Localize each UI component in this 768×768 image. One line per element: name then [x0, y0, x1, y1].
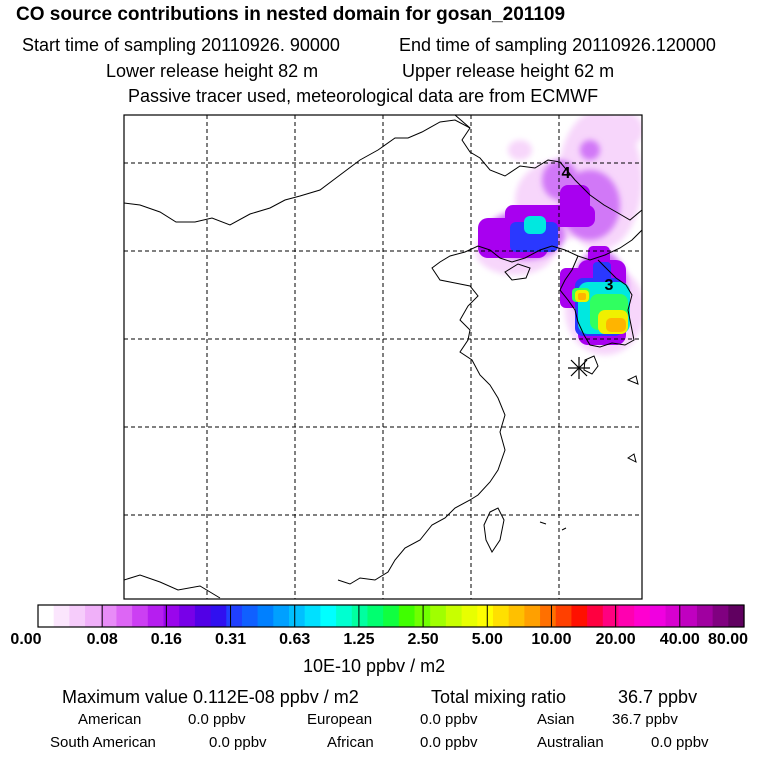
colorbar-swatch — [179, 605, 196, 627]
region-value: 0.0 ppbv — [188, 711, 246, 728]
total-mixing-label: Total mixing ratio — [431, 687, 567, 707]
colorbar-swatch — [634, 605, 651, 627]
colorbar-swatch — [524, 605, 541, 627]
colorbar-tick-label: 1.25 — [343, 631, 375, 648]
colorbar-swatch — [649, 605, 667, 627]
colorbar-swatch — [681, 605, 698, 627]
colorbar-swatch — [257, 605, 274, 627]
colorbar-swatch — [665, 605, 682, 627]
colorbar-swatch — [696, 605, 714, 627]
total-mixing-value: 36.7 ppbv — [618, 687, 698, 707]
region-value: 0.0 ppbv — [420, 734, 478, 751]
colorbar-tick-label: 0.63 — [279, 631, 311, 648]
colorbar-tick-label: 0.16 — [150, 631, 182, 648]
colorbar-swatch — [492, 605, 510, 627]
colorbar-swatch — [540, 605, 557, 627]
region-marker-4: 4 — [562, 165, 571, 182]
colorbar-swatch — [241, 605, 259, 627]
max-value-label: Maximum value 0.112E-08 ppbv / m2 — [62, 687, 359, 707]
colorbar-swatch — [289, 605, 306, 627]
colorbar-swatch — [226, 605, 243, 627]
lower-release-label: Lower release height 82 m — [106, 61, 319, 81]
end-time-label: End time of sampling 20110926.120000 — [399, 35, 716, 55]
colorbar-swatch — [587, 605, 604, 627]
colorbar-swatch — [461, 605, 478, 627]
colorbar-swatch — [147, 605, 165, 627]
colorbar-swatch — [477, 605, 494, 627]
receptor-star-icon — [568, 357, 590, 379]
start-time-label: Start time of sampling 20110926. 90000 — [22, 35, 340, 55]
colorbar-swatch — [273, 605, 290, 627]
colorbar-swatch — [304, 605, 321, 627]
region-name: Australian — [537, 734, 604, 751]
graticule — [124, 115, 642, 599]
region-value: 0.0 ppbv — [420, 711, 478, 728]
colorbar-swatch — [555, 605, 573, 627]
region-value: 0.0 ppbv — [651, 734, 709, 751]
colorbar-swatch — [728, 605, 745, 627]
figure-title: CO source contributions in nested domain… — [16, 4, 566, 25]
colorbar-swatch — [618, 605, 635, 627]
colorbar-swatch — [116, 605, 133, 627]
map-frame — [123, 114, 643, 600]
colorbar-swatch — [336, 605, 353, 627]
colorbar-tick-label: 5.00 — [471, 631, 503, 648]
colorbar-swatch — [53, 605, 70, 627]
colorbar-tick-label: 40.00 — [659, 631, 700, 648]
colorbar-swatch — [163, 605, 180, 627]
region-name: European — [307, 711, 373, 728]
colorbar-swatch — [100, 605, 118, 627]
colorbar-swatch — [38, 605, 55, 627]
colorbar-swatch — [602, 605, 620, 627]
colorbar-unit: 10E-10 ppbv / m2 — [303, 656, 446, 676]
plume — [124, 115, 642, 599]
colorbar-swatch — [210, 605, 227, 627]
colorbar-swatch — [571, 605, 588, 627]
colorbar-swatch — [194, 605, 212, 627]
colorbar-tick-label: 20.00 — [595, 631, 636, 648]
region-name: American — [78, 711, 142, 728]
colorbar-swatch — [430, 605, 447, 627]
colorbar-swatch — [85, 605, 102, 627]
colorbar-swatch — [398, 605, 416, 627]
region-name: Asian — [537, 711, 575, 728]
region-name: African — [327, 734, 374, 751]
colorbar-swatch — [508, 605, 525, 627]
colorbar-tick-label: 0.08 — [86, 631, 118, 648]
upper-release-label: Upper release height 62 m — [402, 61, 615, 81]
colorbar-swatch — [383, 605, 400, 627]
colorbar-frame — [37, 604, 745, 628]
colorbar-tick-label: 2.50 — [407, 631, 439, 648]
region-name: South American — [50, 734, 156, 751]
colorbar-swatch — [712, 605, 729, 627]
colorbar-tick-label: 10.00 — [531, 631, 572, 648]
colorbar-swatch — [320, 605, 337, 627]
colorbar-tick-label: 80.00 — [707, 631, 749, 648]
colorbar-tick-label: 0.00 — [10, 631, 42, 648]
plume-orange — [578, 293, 626, 332]
colorbar-swatch — [351, 605, 369, 627]
colorbar-swatch — [132, 605, 149, 627]
coastlines — [124, 115, 642, 599]
region-marker-3: 3 — [605, 277, 614, 294]
colorbar-swatch — [445, 605, 463, 627]
colorbar-swatch — [69, 605, 86, 627]
colorbar-swatch — [367, 605, 384, 627]
tracer-note: Passive tracer used, meteorological data… — [128, 86, 599, 106]
colorbar — [38, 605, 745, 627]
colorbar-tick-label: 0.31 — [214, 631, 247, 648]
region-value: 36.7 ppbv — [612, 711, 678, 728]
region-value: 0.0 ppbv — [209, 734, 267, 751]
